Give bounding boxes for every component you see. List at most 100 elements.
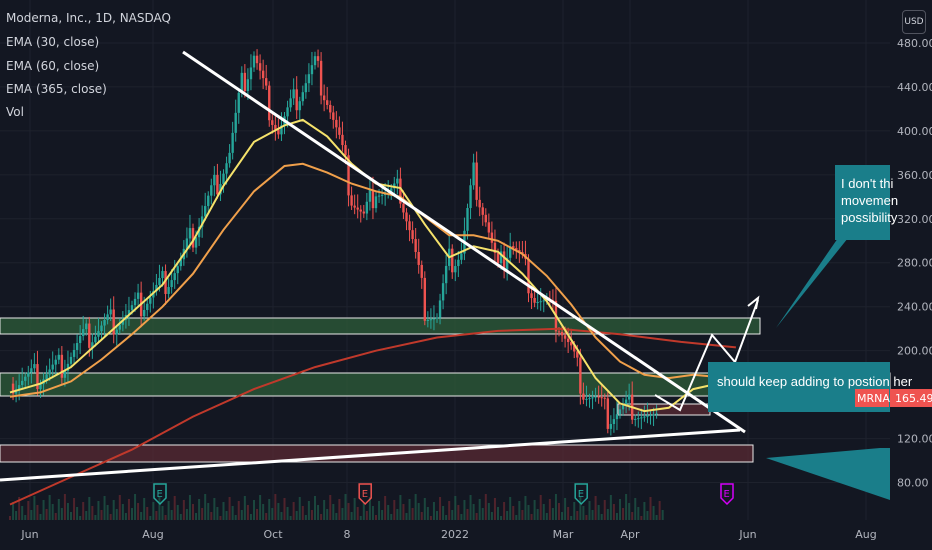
volume-bar [185, 509, 188, 520]
x-axis-label: Aug [142, 528, 163, 541]
volume-bar [487, 503, 490, 520]
candle-body [158, 277, 161, 285]
volume-bar [539, 495, 542, 520]
y-axis-label: 200.00 [897, 345, 932, 358]
volume-bar [103, 496, 106, 520]
volume-bar [63, 494, 66, 520]
candle-body [621, 404, 625, 410]
volume-bar [131, 508, 133, 520]
volume-bar [240, 510, 243, 520]
volume-bar [27, 501, 30, 520]
volume-bar [570, 516, 573, 520]
volume-bar [15, 511, 18, 520]
candle-body [219, 184, 222, 195]
volume-bar [436, 511, 438, 520]
volume-bar [396, 509, 399, 520]
candle-body [487, 222, 491, 233]
candle-body [103, 319, 106, 326]
candle-body [591, 397, 594, 399]
candle-body [319, 60, 323, 96]
volume-bar [365, 511, 368, 520]
candle-body [11, 383, 15, 394]
volume-bar [558, 503, 560, 520]
indicator-ema30[interactable]: EMA (30, close) [6, 35, 100, 49]
candle-body [326, 100, 329, 105]
candle-body [197, 226, 201, 238]
volume-bar [493, 498, 496, 520]
volume-bar [631, 512, 634, 520]
volume-bar [21, 506, 24, 520]
volume-bar [30, 510, 33, 520]
volume-bar [429, 516, 432, 520]
volume-bar [506, 511, 509, 520]
candle-body [164, 271, 167, 294]
indicator-ema60[interactable]: EMA (60, close) [6, 59, 100, 73]
volume-bar [79, 516, 82, 520]
volume-bar [268, 499, 271, 520]
volume-bar [417, 503, 420, 520]
candle-body [243, 72, 247, 91]
volume-bar [542, 504, 545, 520]
volume-bar [280, 512, 283, 520]
candle-body [39, 384, 42, 390]
candle-body [188, 228, 192, 239]
ema365-line [9, 327, 736, 506]
volume-bar [127, 499, 130, 520]
candle-body [292, 89, 295, 99]
candle-body [344, 145, 347, 156]
candle-body [368, 190, 372, 202]
candle-body [307, 74, 311, 84]
volume-bar [478, 499, 481, 520]
volume-bar [39, 514, 42, 520]
volume-bar [164, 515, 167, 520]
candle-body [277, 129, 280, 135]
volume-bar [314, 496, 316, 520]
volume-bar [76, 507, 79, 520]
volume-bar [54, 513, 57, 520]
volume-bar [149, 516, 152, 520]
volume-bar [445, 515, 448, 520]
candle-body [322, 95, 326, 101]
volume-bar [439, 497, 442, 520]
volume-bar [237, 501, 240, 520]
candle-body [505, 257, 509, 270]
candle-body [350, 195, 353, 206]
y-axis-label: 360.00 [897, 169, 932, 182]
volume-bar [442, 506, 445, 520]
candle-body [298, 101, 301, 111]
volume-bar [375, 515, 377, 520]
volume-bar [573, 502, 576, 520]
volume-bar [481, 508, 484, 520]
volume-bar [207, 503, 210, 520]
volume-bar [85, 511, 88, 520]
candle-body [454, 266, 457, 273]
candle-body [72, 349, 76, 357]
candle-body [91, 342, 94, 348]
candle-body [57, 354, 60, 360]
volume-bar [33, 496, 36, 520]
volume-bar [402, 504, 405, 520]
candle-body [655, 413, 658, 415]
volume-bar [201, 508, 204, 520]
volume-bar [625, 494, 628, 520]
candle-body [649, 415, 652, 417]
indicator-volume[interactable]: Vol [6, 105, 24, 119]
currency-button[interactable]: USD [902, 10, 926, 34]
candle-body [231, 132, 234, 153]
candle-body [606, 398, 609, 429]
candle-body [566, 338, 570, 343]
volume-bar [518, 501, 521, 520]
volume-bar [579, 497, 582, 520]
candle-body [213, 174, 216, 186]
volume-bar [512, 506, 515, 520]
volume-bar [307, 501, 310, 520]
volume-bar [274, 494, 277, 520]
candle-body [252, 55, 256, 68]
candle-body [432, 318, 436, 320]
candle-body [313, 56, 317, 66]
volume-bar [524, 496, 527, 520]
volume-bar [554, 494, 557, 520]
candle-body [438, 300, 442, 318]
indicator-ema365[interactable]: EMA (365, close) [6, 82, 107, 96]
